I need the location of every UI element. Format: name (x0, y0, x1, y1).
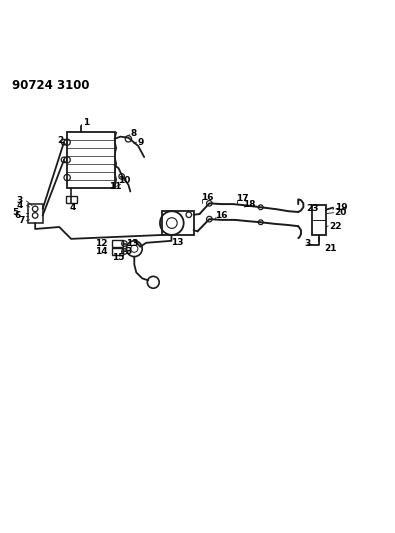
Text: 9: 9 (137, 138, 144, 147)
Text: 11: 11 (109, 182, 121, 191)
Text: 14: 14 (95, 247, 107, 256)
Text: 16: 16 (201, 193, 214, 202)
Text: 4: 4 (69, 203, 75, 212)
Bar (28, 204, 43, 223)
Text: 3: 3 (17, 196, 23, 205)
Text: 17: 17 (236, 194, 249, 203)
Text: 6: 6 (15, 212, 21, 220)
Text: 7: 7 (19, 216, 25, 225)
Text: 13: 13 (126, 239, 138, 248)
Text: 1: 1 (83, 118, 90, 127)
Text: 90724 3100: 90724 3100 (12, 79, 89, 92)
Text: 18: 18 (243, 199, 256, 208)
Text: 4: 4 (17, 201, 23, 210)
Text: 23: 23 (306, 204, 319, 213)
Text: 19: 19 (335, 203, 347, 212)
Text: 16: 16 (215, 212, 228, 221)
Text: 8: 8 (130, 130, 137, 138)
Bar (112, 240, 123, 247)
Text: 12: 12 (95, 239, 107, 248)
Bar (312, 205, 326, 235)
Text: 5: 5 (13, 208, 19, 217)
Text: 21: 21 (324, 244, 337, 253)
Text: 2: 2 (57, 136, 64, 145)
Text: 15: 15 (112, 253, 124, 262)
Text: 10: 10 (118, 176, 130, 185)
Text: 3: 3 (304, 239, 310, 248)
Text: 3: 3 (126, 247, 132, 256)
Text: 22: 22 (329, 222, 342, 230)
Bar (67, 132, 115, 188)
Text: 20: 20 (335, 208, 347, 217)
Text: 13: 13 (171, 238, 184, 246)
Bar (112, 248, 123, 255)
Bar (162, 211, 194, 235)
Bar (66, 196, 77, 203)
